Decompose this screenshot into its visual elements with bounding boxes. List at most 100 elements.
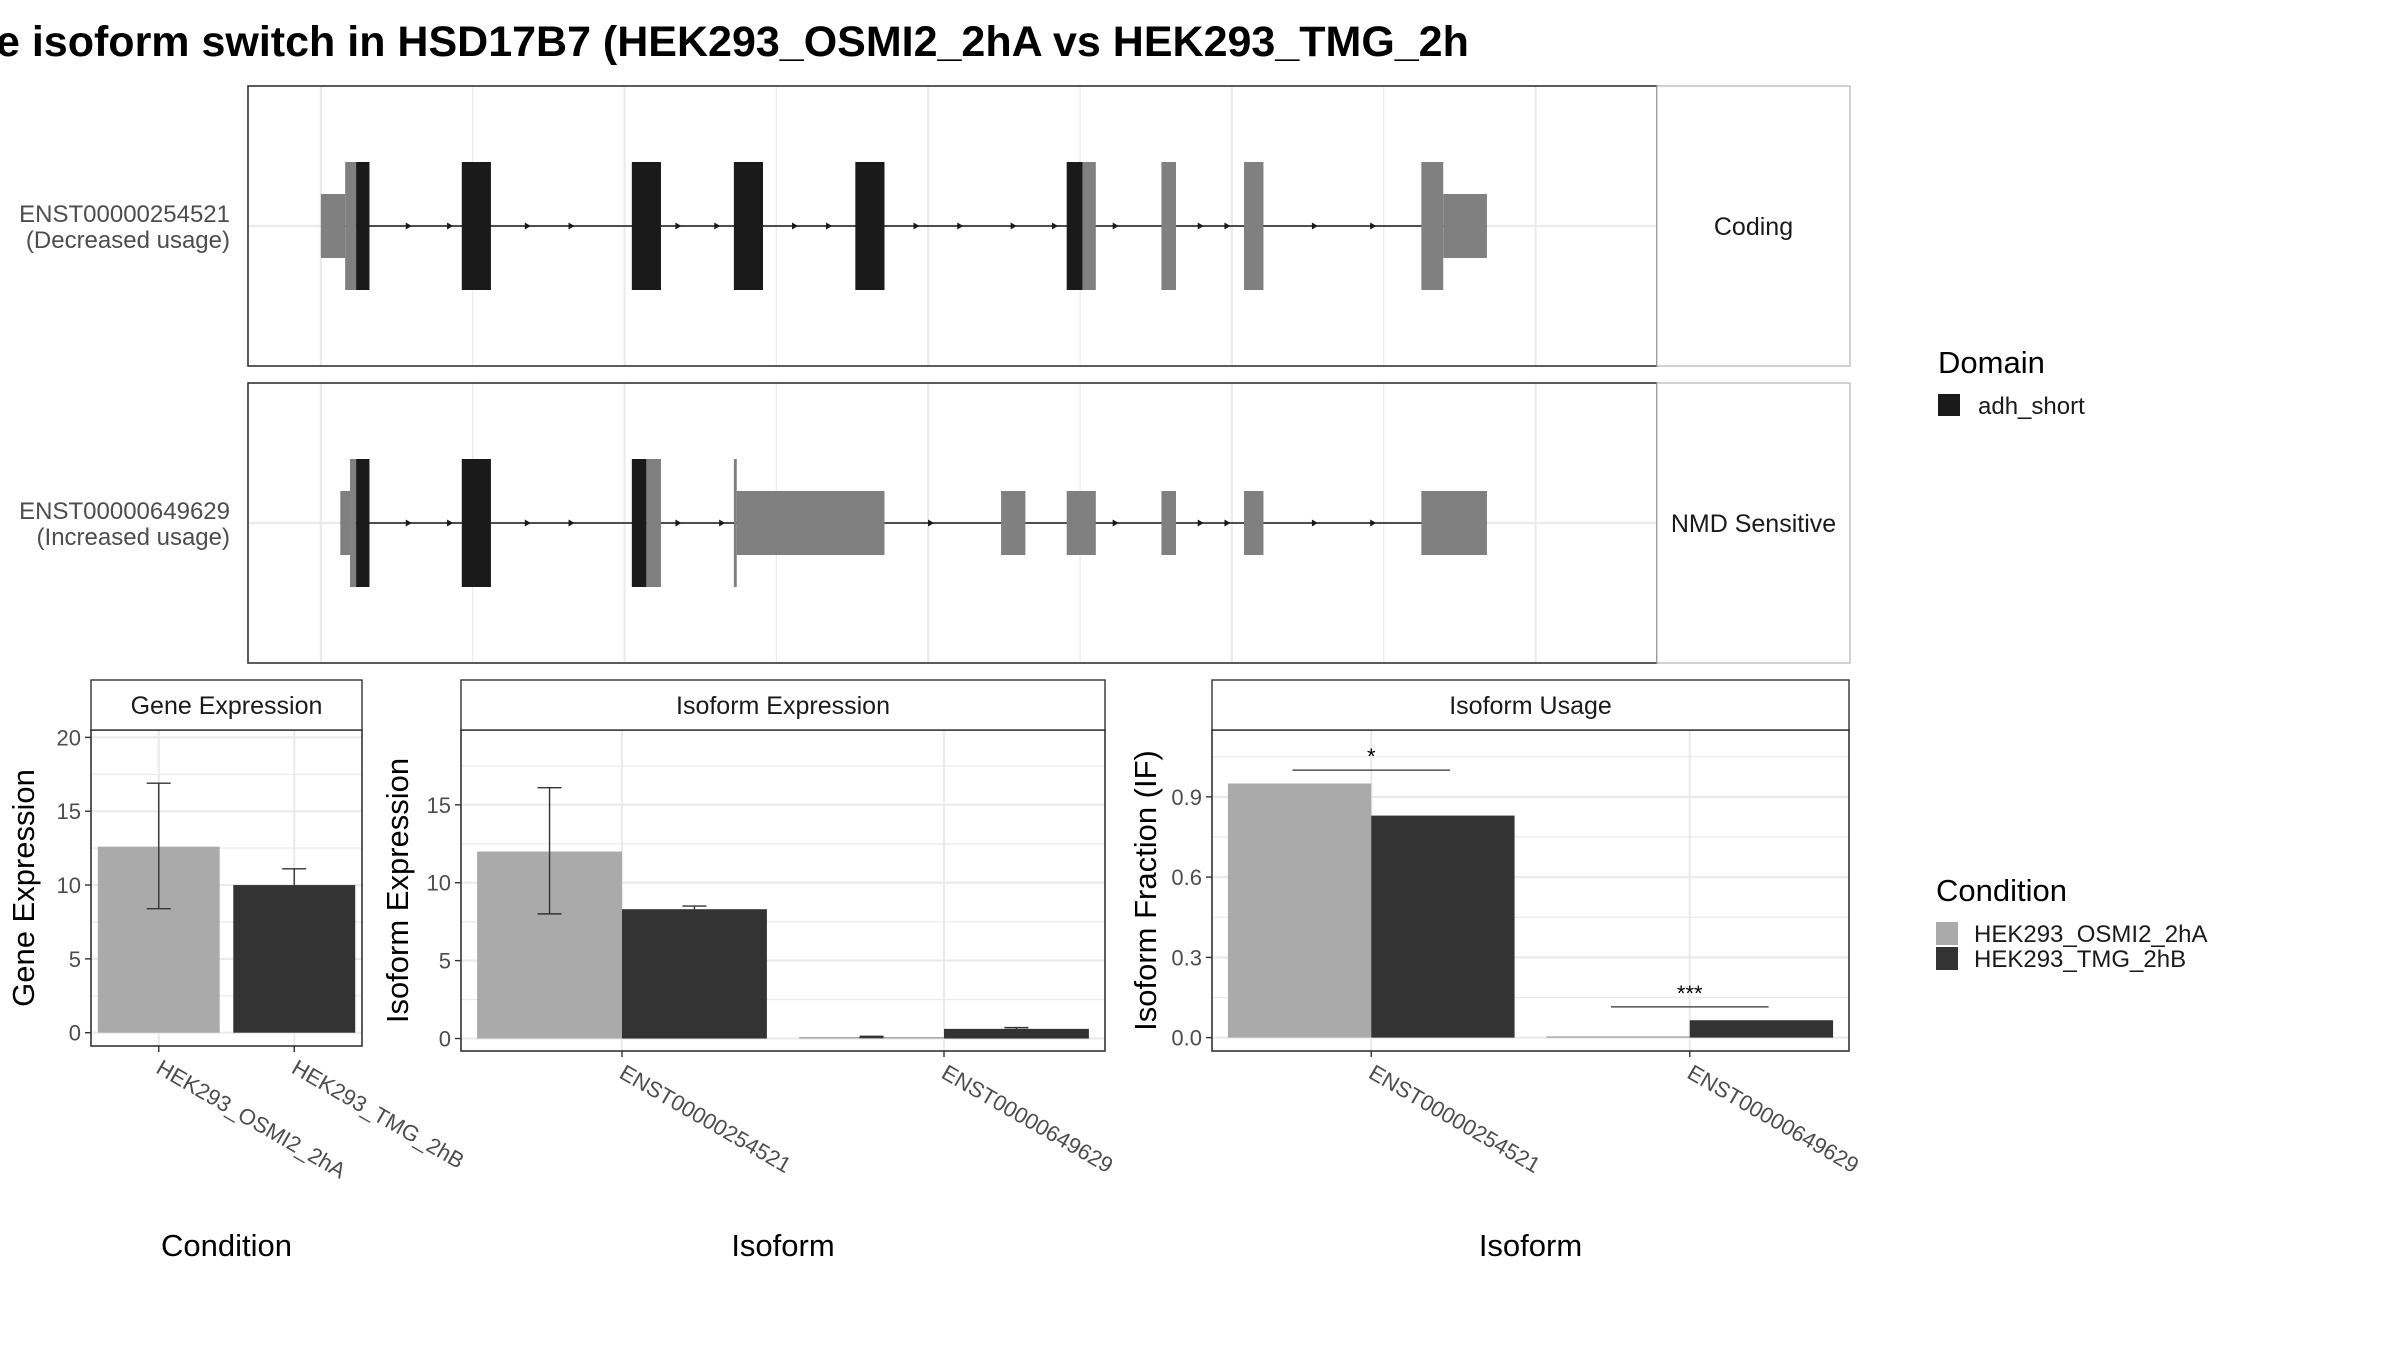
strip-box — [1656, 85, 1851, 367]
coding-exon-block — [733, 459, 737, 587]
x-tick-label: ENST00000649629 — [1683, 1060, 1863, 1178]
intron-direction-arrow — [447, 519, 454, 527]
bar-panel-1: 0 5 10 15 Isoform Expression ENST00000254521 E… — [380, 679, 1117, 1263]
transcript-type-strip-label: Coding — [1714, 213, 1793, 241]
data-bar — [233, 885, 356, 1033]
legend-label: adh_short — [1978, 393, 2085, 420]
utr-exon-block — [1421, 491, 1487, 555]
intron-direction-arrow — [1112, 222, 1119, 230]
domain-exon-block — [356, 459, 370, 587]
y-tick-label: 10 — [427, 871, 451, 896]
utr-exon-block — [736, 491, 885, 555]
coding-exon-block — [1082, 162, 1096, 290]
facet-strip — [1211, 679, 1850, 731]
facet-strip-title: Isoform Expression — [676, 692, 890, 720]
intron-direction-arrow — [675, 222, 682, 230]
y-tick-label: 5 — [439, 949, 451, 974]
facet-strip — [460, 679, 1106, 731]
transcript-structure-panels: Coding ENST00000254521(Decreased usage) NM… — [19, 85, 1851, 664]
utr-exon-block — [340, 491, 351, 555]
domain-exon-block — [631, 162, 661, 290]
utr-exon-block — [1443, 194, 1487, 258]
facet-strip — [90, 679, 363, 731]
transcript-usage-label: (Decreased usage) — [26, 227, 230, 254]
domain-exon-block — [461, 459, 491, 587]
intron-direction-arrow — [957, 222, 964, 230]
y-tick-label: 0.6 — [1171, 865, 1202, 890]
transcript-type-strip-label: NMD Sensitive — [1671, 510, 1836, 538]
legend-label: HEK293_TMG_2hB — [1974, 946, 2186, 973]
intron-direction-arrow — [1051, 222, 1058, 230]
intron-direction-arrow — [568, 519, 575, 527]
y-tick-label: 15 — [57, 799, 81, 824]
intron-direction-arrow — [405, 222, 412, 230]
y-tick-label: 15 — [427, 793, 451, 818]
intron-direction-arrow — [928, 519, 935, 527]
y-tick-label: 0.0 — [1171, 1026, 1202, 1051]
y-axis-title: Gene Expression — [6, 769, 41, 1007]
y-tick-label: 0.3 — [1171, 945, 1202, 970]
transcript-panel-1: NMD Sensitive ENST00000649629(Increased u… — [19, 382, 1851, 664]
intron-direction-arrow — [524, 519, 531, 527]
legend-label: HEK293_OSMI2_2hA — [1974, 921, 2207, 948]
facet-strip-title: Isoform Usage — [1449, 692, 1612, 720]
legend-title: Domain — [1938, 345, 2045, 380]
significance-marker: *** — [1677, 981, 1703, 1006]
data-bar — [944, 1028, 1089, 1039]
y-axis-title: Isoform Fraction (IF) — [1128, 750, 1163, 1031]
utr-exon-block — [1001, 491, 1026, 555]
intron-direction-arrow — [792, 222, 799, 230]
data-bar — [1227, 783, 1372, 1038]
significance-marker: * — [1367, 744, 1376, 769]
legend-key — [1936, 947, 1958, 970]
y-tick-label: 0 — [439, 1027, 451, 1052]
x-tick-label: ENST00000254521 — [616, 1060, 796, 1178]
y-tick-label: 10 — [57, 873, 81, 898]
domain-exon-block — [1066, 162, 1083, 290]
domain-exon-block — [855, 162, 885, 290]
intron-direction-arrow — [719, 519, 726, 527]
intron-direction-arrow — [1311, 519, 1318, 527]
domain-exon-block — [631, 459, 647, 587]
domain-exon-block — [733, 162, 764, 290]
data-bar — [1371, 815, 1515, 1038]
intron-direction-arrow — [1197, 519, 1204, 527]
intron-direction-arrow — [714, 222, 721, 230]
coding-exon-block — [1161, 162, 1176, 290]
figure-title: e isoform switch in HSD17B7 (HEK293_OSMI… — [0, 18, 1469, 66]
utr-exon-block — [320, 194, 346, 258]
legend-title: Condition — [1936, 873, 2067, 908]
legend-key — [1938, 394, 1960, 416]
intron-direction-arrow — [1010, 222, 1017, 230]
coding-exon-block — [1421, 162, 1444, 290]
y-tick-label: 0.9 — [1171, 785, 1202, 810]
intron-direction-arrow — [1224, 519, 1231, 527]
strip-box — [1656, 382, 1851, 664]
x-tick-label: ENST00000254521 — [1365, 1060, 1545, 1178]
utr-exon-block — [1066, 491, 1096, 555]
bar-panel-2: 0.00.30.60.9****Isoform UsageENST0000025… — [1128, 679, 1863, 1263]
transcript-id-label: ENST00000254521 — [19, 201, 230, 228]
intron-direction-arrow — [1112, 519, 1119, 527]
x-axis-title: Isoform — [731, 1228, 834, 1263]
intron-direction-arrow — [568, 222, 575, 230]
facet-strip-title: Gene Expression — [131, 692, 323, 720]
intron-direction-arrow — [826, 222, 833, 230]
domain-exon-block — [356, 162, 370, 290]
data-bar — [1689, 1020, 1834, 1038]
intron-direction-arrow — [1370, 222, 1377, 230]
x-axis-title: Condition — [161, 1228, 292, 1263]
intron-direction-arrow — [913, 222, 920, 230]
intron-direction-arrow — [1224, 222, 1231, 230]
coding-exon-block — [1244, 162, 1264, 290]
intron-direction-arrow — [1370, 519, 1377, 527]
intron-direction-arrow — [447, 222, 454, 230]
coding-exon-block — [646, 459, 661, 587]
intron-direction-arrow — [1197, 222, 1204, 230]
domain-legend: Domain adh_short — [1938, 345, 2085, 420]
y-tick-label: 20 — [57, 725, 81, 750]
intron-direction-arrow — [1311, 222, 1318, 230]
